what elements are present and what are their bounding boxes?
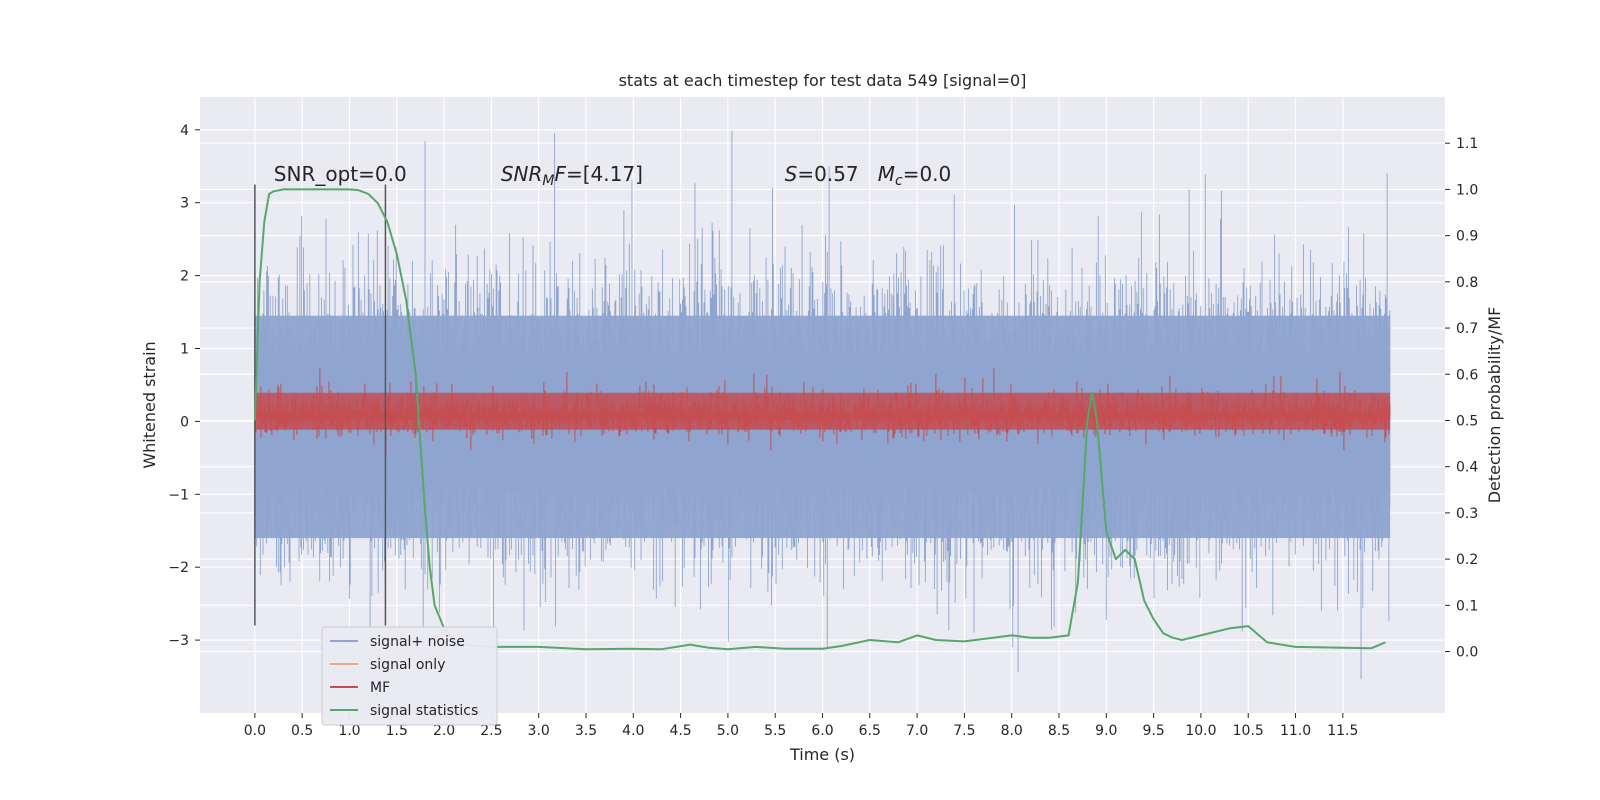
y-right-tick-label-3: 0.3 [1456,506,1478,522]
x-tick-label-7: 3.5 [575,723,597,739]
x-tick-label-23: 11.5 [1327,723,1358,739]
x-tick-label-0: 0.0 [244,723,266,739]
x-tick-label-14: 7.0 [906,723,928,739]
signal-statistics-series [253,188,1386,651]
x-tick-label-21: 10.5 [1233,723,1264,739]
legend-label-2: MF [370,680,390,696]
y-left-tick-label-4: 1 [180,342,189,358]
y-right-tick-label-4: 0.4 [1456,460,1478,476]
x-tick-label-19: 9.5 [1142,723,1164,739]
x-tick-label-20: 10.0 [1185,723,1216,739]
y-right-tick-label-6: 0.6 [1456,367,1478,383]
x-tick-label-10: 5.0 [717,723,739,739]
x-tick-label-1: 0.5 [291,723,313,739]
signal-statistics-line [253,188,1386,651]
x-tick-label-6: 3.0 [528,723,550,739]
x-tick-label-12: 6.0 [811,723,833,739]
y-right-tick-label-7: 0.7 [1456,321,1478,337]
annotation-snr-opt: SNR_opt=0.0 [274,162,407,186]
y-axis-label-right: Detection probability/MF [1485,307,1504,504]
x-tick-label-17: 8.5 [1048,723,1070,739]
x-tick-label-3: 1.5 [386,723,408,739]
y-left-tick-label-3: 0 [180,414,189,430]
x-tick-label-11: 5.5 [764,723,786,739]
x-tick-label-15: 7.5 [953,723,975,739]
x-tick-label-9: 4.5 [669,723,691,739]
legend-label-0: signal+ noise [370,634,465,650]
y-left-tick-label-0: −3 [168,633,189,649]
y-right-tick-label-0: 0.0 [1456,645,1478,661]
y-axis-label-left: Whitened strain [140,341,159,468]
legend-label-1: signal only [370,657,445,673]
x-axis-label: Time (s) [789,745,855,764]
y-right-tick-label-8: 0.8 [1456,275,1478,291]
x-tick-label-16: 8.0 [1001,723,1023,739]
x-tick-label-22: 11.0 [1280,723,1311,739]
x-tick-label-4: 2.0 [433,723,455,739]
y-left-tick-label-6: 3 [180,196,189,212]
y-right-tick-label-1: 0.1 [1456,598,1478,614]
annotation-snr-mf: SNRMF=[4.17] [501,162,643,189]
y-right-tick-label-5: 0.5 [1456,413,1478,429]
legend-label-3: signal statistics [370,703,478,719]
chart-title: stats at each timestep for test data 549… [619,71,1027,90]
y-right-tick-label-10: 1.0 [1456,182,1478,198]
annotation-s-mc: S=0.57 Mc=0.0 [785,162,952,189]
y-left-tick-label-1: −2 [168,560,189,576]
x-tick-label-2: 1.0 [338,723,360,739]
y-right-tick-label-9: 0.9 [1456,229,1478,245]
y-right-tick-label-11: 1.1 [1456,136,1478,152]
y-left-tick-label-2: −1 [168,487,189,503]
x-tick-label-8: 4.0 [622,723,644,739]
y-right-tick-label-2: 0.2 [1456,552,1478,568]
y-left-tick-label-7: 4 [180,123,189,139]
y-left-tick-label-5: 2 [180,269,189,285]
axis-ticks: 0.0 0.5 1.0 1.5 2.0 2.5 3.0 3.5 4.0 4.5 5.0 5.5 6.0 6… [168,123,1478,739]
legend: signal+ noise signal only MF signal statist… [321,626,498,726]
x-tick-label-5: 2.5 [480,723,502,739]
x-tick-label-13: 6.5 [859,723,881,739]
x-tick-label-18: 9.0 [1095,723,1117,739]
legend-box [321,626,498,726]
